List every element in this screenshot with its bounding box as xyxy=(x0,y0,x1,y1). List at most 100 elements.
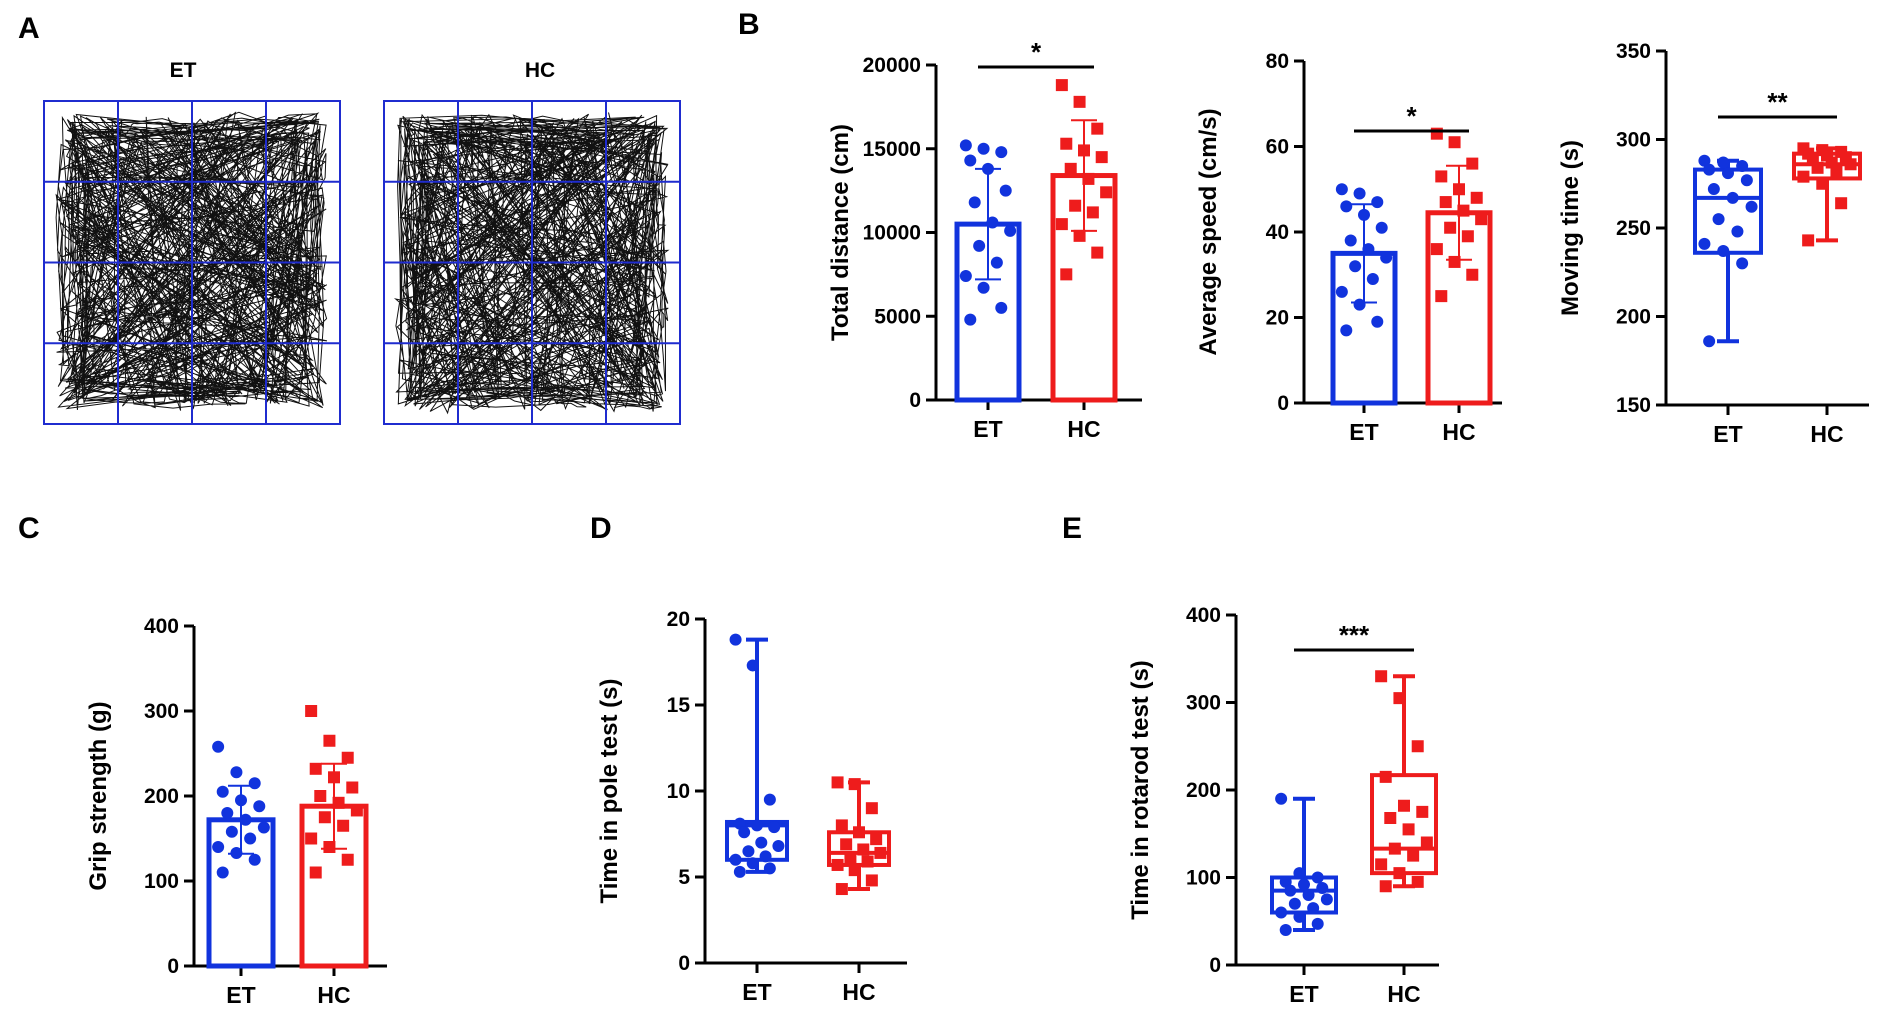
data-point-et xyxy=(1316,882,1329,894)
data-point-hc xyxy=(1393,692,1406,705)
data-point-et xyxy=(763,793,776,806)
data-point-et xyxy=(225,825,238,838)
data-point-hc xyxy=(318,811,331,824)
data-point-et xyxy=(1380,251,1393,264)
data-point-et xyxy=(253,800,266,813)
data-point-hc xyxy=(1411,740,1424,753)
x-tick-label-hc: HC xyxy=(317,982,350,1008)
x-tick-label-hc: HC xyxy=(1387,981,1420,1007)
data-point-et xyxy=(221,807,234,819)
data-point-et xyxy=(755,836,768,849)
data-point-hc xyxy=(1388,842,1401,855)
data-point-et xyxy=(1736,160,1749,173)
data-point-et xyxy=(995,301,1008,314)
x-tick-label-et: ET xyxy=(1713,421,1742,447)
data-point-hc xyxy=(831,776,844,789)
data-point-et xyxy=(968,196,981,209)
data-point-et xyxy=(239,813,252,826)
data-point-et xyxy=(1004,224,1017,237)
data-point-et xyxy=(1275,906,1288,919)
x-tick-label-et: ET xyxy=(226,982,255,1008)
data-point-hc xyxy=(1461,230,1474,243)
data-point-hc xyxy=(350,804,363,817)
data-point-hc xyxy=(1466,268,1479,281)
data-point-et xyxy=(742,845,755,858)
series-et xyxy=(206,740,276,969)
chart-grip-strength: 0 100 200 300 400 ET HC Grip strength (g) xyxy=(85,615,387,1008)
data-point-et xyxy=(763,862,776,875)
significance-marker: * xyxy=(1031,37,1042,67)
chart-rotarod-test: 0 100 200 300 400 ET HC Time in rotarod test (s… xyxy=(1127,604,1439,1007)
x-tick-label-hc: HC xyxy=(842,979,875,1005)
chart-moving-time: 150 200 250 300 350 ET HC Moving time (s) ** xyxy=(1557,40,1869,447)
y-tick-label: 200 xyxy=(1616,306,1651,329)
data-point-et xyxy=(1288,897,1301,910)
data-point-hc xyxy=(831,858,844,871)
data-point-hc xyxy=(1835,197,1848,210)
y-tick-label: 400 xyxy=(144,615,179,638)
x-tick-label-et: ET xyxy=(1349,419,1378,445)
series-hc xyxy=(827,776,891,896)
data-point-hc xyxy=(835,883,848,896)
data-point-hc xyxy=(346,781,359,794)
y-axis-label: Average speed (cm/s) xyxy=(1195,108,1222,355)
data-point-hc xyxy=(1439,196,1452,209)
data-point-et xyxy=(1722,167,1734,180)
data-point-hc xyxy=(309,762,322,775)
data-point-et xyxy=(1707,183,1720,196)
data-point-hc xyxy=(1379,770,1392,783)
data-point-hc xyxy=(1064,162,1077,175)
data-point-et xyxy=(1717,245,1730,258)
y-tick-label: 60 xyxy=(1266,136,1289,159)
data-point-et xyxy=(995,146,1008,159)
y-tick-label: 100 xyxy=(144,870,179,893)
data-point-hc xyxy=(328,771,340,784)
y-tick-label: 200 xyxy=(1186,779,1221,802)
data-point-et xyxy=(1279,924,1292,936)
y-axis-label: Total distance (cm) xyxy=(827,124,854,341)
y-tick-label: 350 xyxy=(1616,40,1651,63)
data-point-hc xyxy=(1055,218,1068,231)
data-point-hc xyxy=(861,855,874,868)
data-point-et xyxy=(973,239,986,252)
data-point-hc xyxy=(1073,95,1086,108)
data-point-et xyxy=(746,659,759,672)
data-point-hc xyxy=(305,832,318,845)
data-point-et xyxy=(248,853,261,866)
series-hc xyxy=(1370,670,1438,893)
arena-hc xyxy=(383,100,681,425)
data-point-hc xyxy=(1466,157,1479,170)
box-et xyxy=(1270,875,1338,915)
data-point-hc xyxy=(1407,849,1420,862)
data-point-hc xyxy=(848,778,861,791)
data-point-et xyxy=(1712,213,1725,226)
data-point-et xyxy=(1736,257,1749,270)
data-point-hc xyxy=(1448,136,1461,149)
x-tick-label-et: ET xyxy=(742,979,771,1005)
data-point-hc xyxy=(1060,137,1073,150)
data-point-et xyxy=(1340,324,1353,337)
data-point-et xyxy=(212,841,225,853)
data-point-et xyxy=(1275,792,1288,805)
y-tick-label: 20000 xyxy=(863,54,921,77)
data-point-et xyxy=(1371,196,1384,209)
data-point-hc xyxy=(865,802,878,815)
significance-marker: * xyxy=(1406,101,1417,131)
data-point-hc xyxy=(1095,151,1108,164)
y-tick-label: 100 xyxy=(1186,867,1221,890)
data-point-et xyxy=(1698,154,1711,167)
x-tick-label-hc: HC xyxy=(1810,421,1843,447)
data-point-et xyxy=(1703,335,1716,348)
significance-marker: ** xyxy=(1767,87,1788,117)
data-point-hc xyxy=(848,864,861,877)
data-point-hc xyxy=(1430,243,1443,256)
x-tick-label-et: ET xyxy=(1289,981,1318,1007)
data-point-hc xyxy=(314,790,327,802)
data-point-hc xyxy=(1086,206,1099,219)
data-point-et xyxy=(1298,878,1310,891)
series-hc xyxy=(1425,127,1493,406)
panel-label-e: E xyxy=(1062,512,1082,545)
y-axis-label: Grip strength (g) xyxy=(85,701,112,890)
data-point-et xyxy=(1726,191,1739,204)
y-axis-label: Moving time (s) xyxy=(1557,140,1584,316)
